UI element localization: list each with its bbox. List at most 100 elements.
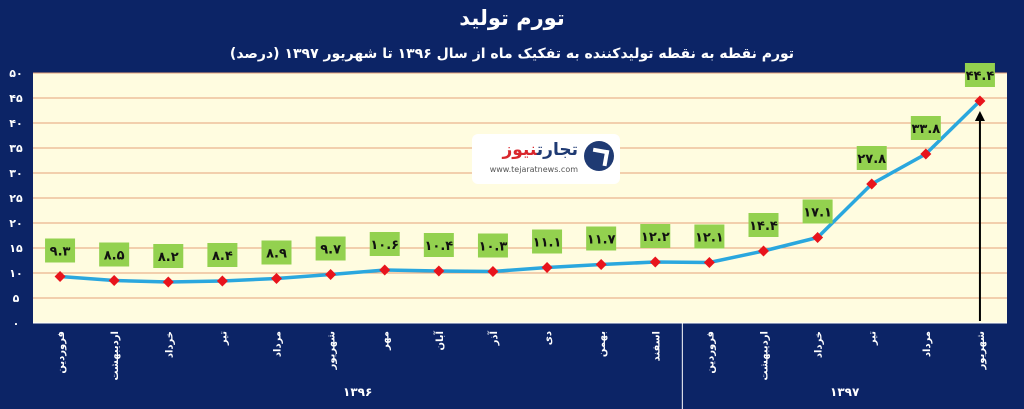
data-label-box (856, 146, 887, 170)
y-tick-label: ۴۵ (9, 92, 23, 105)
series-line (59, 99, 982, 284)
data-point (703, 257, 715, 268)
data-label-box (423, 233, 454, 257)
x-tick-label: اردیبهشت (760, 331, 771, 381)
data-labels: ۹.۳ ۸.۵ ۸.۲ ۸.۴ ۸.۹ ۹.۷ ۱۰.۶ ۱۰.۴ ۱۰.۳ ۱۱.۱ ۱۱.۷ ۱۲… (45, 63, 995, 268)
data-point (271, 273, 282, 284)
data-label: ۱۰.۴ (423, 233, 454, 257)
x-tick-label: شهریور (976, 331, 987, 371)
data-point (866, 178, 878, 190)
y-tick-label: ۲۰ (9, 217, 22, 230)
x-tick-label: دی (543, 331, 554, 345)
arrow-head (974, 111, 985, 121)
data-label-box (964, 63, 995, 87)
x-axis: فروردین اردیبهشت خرداد تیر مرداد شهریور مهر آبا… (33, 322, 1007, 409)
x-tick-label: آبان (433, 330, 446, 350)
x-tick-label: تیر (868, 331, 879, 346)
data-label-text: ۸.۲ (158, 250, 179, 265)
data-point (541, 262, 553, 273)
data-label: ۱۱.۷ (586, 226, 617, 251)
data-label: ۳۳.۸ (910, 116, 941, 140)
data-label: ۱۰.۶ (369, 232, 400, 256)
y-tick-label: ۰ (13, 317, 20, 330)
chart-subtitle: تورم نقطه به نقطه تولیدکننده به تفکیک ما… (229, 46, 795, 62)
data-label: ۴۴.۴ (964, 63, 995, 87)
data-label-box (748, 213, 779, 237)
x-tick-label: اسفند (651, 331, 662, 361)
data-label: ۹.۷ (315, 236, 346, 261)
y-tick-label: ۲۵ (9, 192, 23, 205)
data-label: ۱۴.۴ (748, 213, 779, 237)
y-tick-label: ۱۰ (9, 267, 22, 280)
data-label-box (694, 224, 725, 249)
tejaratnews-logo: تجارتنیوز www.tejaratnews.com (472, 134, 620, 184)
data-label-box (99, 242, 130, 267)
data-label-text: ۱۱.۷ (587, 233, 616, 248)
y-axis-ticks: ۰ ۵ ۱۰ ۱۵ ۲۰ ۲۵ ۳۰ ۳۵ ۴۰ ۴۵ ۵۰ (9, 67, 23, 330)
data-label: ۸.۴ (207, 243, 238, 267)
x-tick-label: تیر (218, 331, 229, 346)
data-label-box (45, 238, 76, 263)
highlight-arrow (974, 111, 985, 321)
data-point (649, 256, 661, 268)
data-point (920, 148, 932, 160)
data-label-box (910, 116, 941, 140)
data-label-box (532, 229, 563, 254)
x-tick-label: فروردین (56, 331, 67, 374)
data-point (54, 271, 66, 282)
data-point (433, 265, 445, 277)
data-label-text: ۴۴.۴ (966, 69, 995, 84)
data-label-text: ۱۰.۴ (424, 239, 453, 254)
data-label-box (315, 236, 346, 261)
data-point (812, 232, 824, 243)
data-label-text: ۱۰.۶ (370, 238, 399, 253)
data-label-text: ۱۰.۳ (479, 240, 508, 255)
x-tick-label: خرداد (164, 331, 175, 358)
data-label-box (802, 199, 833, 224)
x-tick-label: بهمن (597, 331, 608, 357)
data-point (108, 275, 120, 286)
data-label-text: ۸.۹ (266, 247, 287, 262)
x-tick-label: خرداد (814, 331, 825, 358)
data-point (325, 269, 337, 280)
data-point (974, 95, 986, 107)
data-label-text: ۱۷.۱ (803, 206, 832, 221)
tejaratnews-logo-icon (584, 141, 614, 171)
data-label: ۹.۳ (45, 238, 76, 263)
logo-wordmark: تجارتنیوز (502, 140, 578, 160)
data-label-box (586, 226, 617, 251)
chart-title: تورم تولید (459, 6, 565, 30)
data-label-text: ۹.۷ (320, 243, 341, 258)
data-point (758, 245, 769, 257)
year-label: ۱۳۹۶ (343, 385, 372, 399)
data-label: ۱۷.۱ (802, 199, 833, 224)
data-label: ۲۷.۸ (856, 146, 887, 170)
data-label-text: ۹.۳ (50, 245, 71, 260)
data-label-box (369, 232, 400, 256)
gridlines (33, 72, 1007, 299)
x-tick-label: مرداد (922, 331, 933, 357)
x-tick-label: مهر (381, 331, 392, 351)
data-point (216, 275, 228, 287)
data-markers (54, 95, 986, 288)
data-point (595, 259, 607, 270)
x-tick-label: فروردین (705, 331, 716, 374)
data-point (162, 276, 174, 288)
data-label-box (261, 240, 292, 265)
y-tick-label: ۳۰ (9, 167, 22, 180)
data-label: ۱۰.۳ (477, 233, 508, 258)
y-tick-label: ۳۵ (9, 142, 23, 155)
y-tick-label: ۴۰ (9, 117, 22, 130)
data-label-box (477, 233, 508, 258)
data-label-text: ۲۷.۸ (857, 152, 886, 167)
y-tick-label: ۵۰ (9, 67, 22, 80)
data-label: ۸.۵ (99, 242, 130, 267)
y-tick-label: ۵ (13, 292, 20, 305)
x-tick-label: شهریور (327, 331, 338, 371)
data-label: ۱۲.۱ (694, 224, 725, 249)
data-label-box (640, 224, 671, 248)
data-label: ۸.۹ (261, 240, 292, 265)
data-point (379, 264, 391, 276)
